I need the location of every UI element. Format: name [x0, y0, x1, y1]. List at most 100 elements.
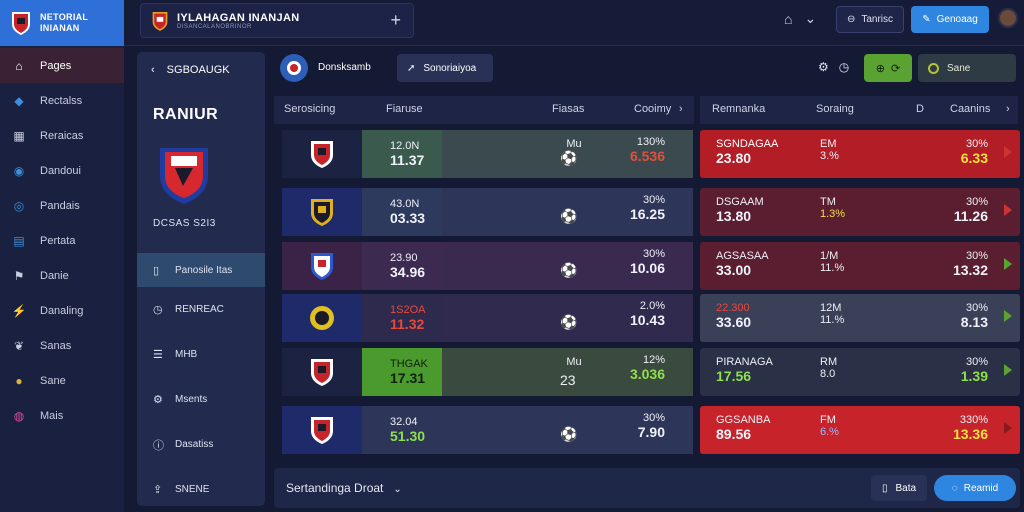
panel-item-mhb[interactable]: ☰ MHB — [153, 349, 198, 361]
sonoriaiyoa-button[interactable]: ➚ Sonoriaiyoa — [397, 54, 493, 82]
flag-icon: ⚑ — [13, 268, 25, 283]
status-dot-icon — [928, 62, 939, 74]
bolt-icon: ⚡ — [11, 303, 27, 318]
play-icon[interactable] — [1004, 364, 1012, 376]
globe-icon: ◉ — [13, 163, 25, 178]
club-crest-icon — [152, 11, 168, 31]
sane-button[interactable]: Sane — [918, 54, 1016, 82]
column-header[interactable]: Serosicing — [284, 103, 336, 115]
panel-item-msents[interactable]: ⚙ Msents — [153, 394, 208, 406]
chevron-right-icon[interactable]: › — [679, 103, 683, 115]
clock-icon[interactable]: ◷ — [838, 60, 850, 74]
settings-icon[interactable]: ⚙ — [818, 60, 829, 74]
column-header[interactable]: Cooimy — [634, 103, 672, 115]
team-crest-icon — [310, 306, 334, 330]
sidebar-item-rectalss[interactable]: ◆ Rectalss — [0, 83, 124, 118]
table-row[interactable]: 32.04 51.30 ⚽ 30% 7.90 — [282, 406, 693, 454]
play-icon[interactable] — [1004, 258, 1012, 270]
table-row[interactable]: SGNDAGAA 23.80 EM 3.% 30% 6.33 — [700, 130, 1020, 178]
brand[interactable]: NETORIAL INIANAN — [0, 0, 124, 46]
grid-icon: ▦ — [13, 128, 25, 143]
players-icon: ⚽ — [560, 314, 578, 330]
column-header[interactable]: Soraing — [816, 103, 854, 115]
sidebar-item-pertata[interactable]: ▤ Pertata — [13, 233, 76, 248]
tanrisc-button[interactable]: ⊖ Tanrisc — [836, 6, 904, 33]
players-icon: ⚽ — [560, 150, 578, 166]
tablet-icon: ▯ — [881, 482, 888, 494]
reamid-button[interactable]: ◌ Reamid — [934, 475, 1016, 501]
page-title-box[interactable]: IYLAHAGAN INANJAN DISANCALANOBRINOR + — [140, 3, 414, 38]
column-header[interactable]: D — [916, 103, 924, 115]
panel-item-panosile[interactable]: ▯ Panosile Itas — [137, 253, 265, 287]
table-row[interactable]: 43.0N 03.33 ⚽ 30% 16.25 — [282, 188, 693, 236]
page-subtitle: DISANCALANOBRINOR — [177, 23, 252, 30]
notification-icon[interactable]: ⌂ — [784, 10, 793, 27]
sidebar-item-dandoui[interactable]: ◉ Dandoui — [13, 163, 81, 178]
panel-item-renreac[interactable]: ◷ RENREAC — [153, 304, 224, 316]
bottom-bar: Sertandinga Droat ⌄ ▯ Bata ◌ Reamid — [274, 468, 1020, 508]
home-icon: ⌂ — [15, 58, 23, 73]
standings-dropdown[interactable]: Sertandinga Droat ⌄ — [286, 481, 402, 495]
play-icon[interactable] — [1004, 310, 1012, 322]
column-header[interactable]: Caanins — [950, 103, 991, 115]
league-badge-icon — [287, 61, 301, 75]
stat-cell: Mu 23 12% 3.036 — [442, 348, 693, 396]
play-icon[interactable] — [1004, 146, 1012, 158]
team-subtitle: DCSAS S2I3 — [153, 218, 216, 229]
clock-icon: ◷ — [153, 304, 163, 316]
team-crest-cell — [282, 348, 362, 396]
table-row[interactable]: PIRANAGA 17.56 RM 8.0 30% 1.39 — [700, 348, 1020, 396]
team-crest-icon — [311, 199, 333, 226]
team-crest-cell — [282, 406, 362, 454]
table-row[interactable]: GGSANBA 89.56 FM 6.% 330% 13.36 — [700, 406, 1020, 454]
panel-menu: ▯ Panosile Itas ◷ RENREAC ☰ MHB ⚙ Msents ⓘ Da… — [137, 253, 265, 512]
column-header[interactable]: Fiaruse — [386, 103, 423, 115]
sub-icons: ⚙ ◷ — [818, 60, 849, 74]
add-icon[interactable]: + — [390, 10, 401, 30]
table-row[interactable]: AGSASAA 33.00 1/M 11.% 30% 13.32 — [700, 242, 1020, 290]
score-cell: 12.0N 11.37 — [362, 130, 442, 178]
chevron-down-icon[interactable]: ⌄ — [804, 10, 817, 26]
play-icon[interactable] — [1004, 422, 1012, 434]
table-row[interactable]: 22.300 33.60 12M 11.% 30% 8.13 — [700, 294, 1020, 342]
play-icon: ⊕ — [875, 62, 885, 75]
column-header[interactable]: Remnanka — [712, 103, 766, 115]
stat-cell: Mu ⚽ 130% 6.536 — [442, 130, 693, 178]
green-toggle-button[interactable]: ⊕ ⟳ — [864, 54, 912, 82]
players-icon: ⚽ — [560, 426, 578, 442]
settings-icon: ⚙ — [153, 394, 163, 406]
stat-cell: ⚽ 2.0% 10.43 — [442, 294, 693, 342]
play-icon[interactable] — [1004, 204, 1012, 216]
sidebar-item-mais[interactable]: ◍ Mais — [13, 408, 64, 423]
table-row[interactable]: DSGAAM 13.80 TM 1.3% 30% 11.26 — [700, 188, 1020, 236]
league-logo-icon[interactable] — [280, 54, 308, 82]
refresh-icon: ⟳ — [891, 62, 901, 75]
sidebar-item-danaling[interactable]: ⚡ Danaling — [11, 303, 84, 318]
panel-item-dasatiss[interactable]: ⓘ Dasatiss — [137, 422, 265, 467]
sidebar-item-sane[interactable]: ● Sane — [0, 363, 124, 398]
top-bar: IYLAHAGAN INANJAN DISANCALANOBRINOR + ⌂ … — [124, 0, 1024, 46]
table-row[interactable]: 23.90 34.96 ⚽ 30% 10.06 — [282, 242, 693, 290]
sidebar-item-pages[interactable]: ⌂ Pages — [0, 48, 124, 83]
sidebar-item-reraicas[interactable]: ▦ Reraicas — [13, 128, 84, 143]
score-cell: 43.0N 03.33 — [362, 188, 442, 236]
team-crest-icon — [311, 141, 333, 168]
team-crest-cell — [282, 242, 362, 290]
avatar[interactable] — [998, 8, 1018, 28]
table-row[interactable]: 12.0N 11.37 Mu ⚽ 130% 6.536 — [282, 130, 693, 178]
column-header[interactable]: Fiasas — [552, 103, 585, 115]
score-cell: 23.90 34.96 — [362, 242, 442, 290]
list-icon: ☰ — [153, 349, 163, 361]
chart-icon: ▤ — [13, 233, 25, 248]
sidebar-item-danie[interactable]: ⚑ Danie — [13, 268, 69, 283]
sidebar-item-pandais[interactable]: ◎ Pandais — [13, 198, 80, 213]
table-header-left: Serosicing Fiaruse Fiasas Cooimy › — [274, 96, 694, 124]
sidebar-item-sanas[interactable]: ❦ Sanas — [13, 338, 72, 353]
table-row[interactable]: 1S2OA 11.32 ⚽ 2.0% 10.43 — [282, 294, 693, 342]
table-row[interactable]: THGAK 17.31 Mu 23 12% 3.036 — [282, 348, 693, 396]
back-button[interactable]: ‹ SGBOAUGK — [151, 64, 230, 76]
chevron-right-icon[interactable]: › — [1006, 103, 1010, 115]
panel-item-snene[interactable]: ⇪ SNENE — [153, 484, 210, 496]
genoaag-button[interactable]: ✎ Genoaag — [911, 6, 989, 33]
bata-button[interactable]: ▯ Bata — [871, 475, 927, 501]
